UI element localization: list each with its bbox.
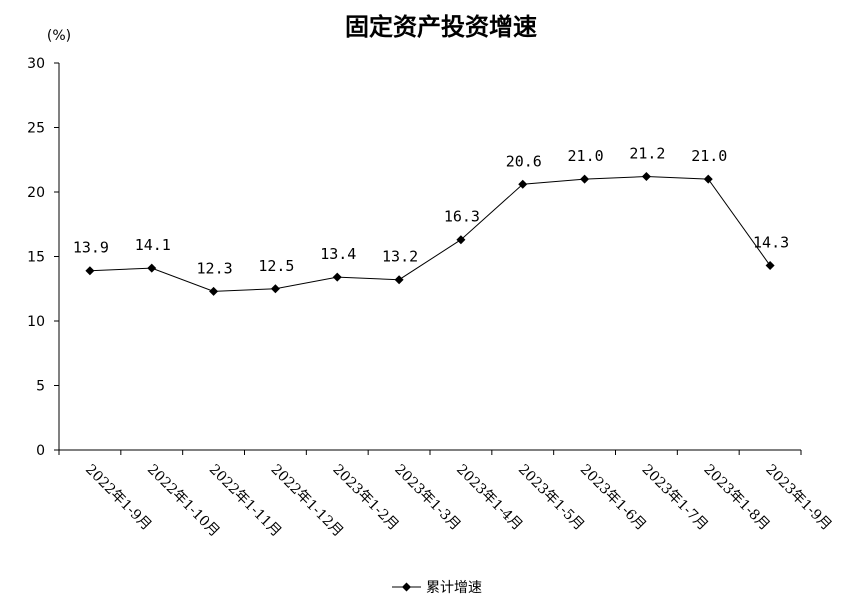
y-tick-label: 15 — [27, 250, 45, 266]
chart-title: 固定资产投资增速 — [345, 12, 537, 41]
y-tick-label: 25 — [27, 121, 45, 137]
data-label: 21.0 — [691, 147, 727, 165]
data-point — [703, 174, 713, 184]
data-label: 13.9 — [73, 239, 109, 257]
data-label: 21.0 — [568, 147, 604, 165]
data-label: 16.3 — [444, 208, 480, 226]
x-categories: 2022年1-9月2022年1-10月2022年1-11月2022年1-12月2… — [58, 450, 835, 540]
y-tick-label: 20 — [27, 185, 45, 201]
x-category-label: 2023年1-9月 — [762, 462, 834, 534]
data-point — [332, 272, 342, 282]
data-point — [147, 263, 157, 273]
series-group: 13.9 14.1 12.3 12.5 13.4 13.2 16.3 20.6 21.0 21.2… — [73, 145, 789, 296]
y-axis-unit: (%) — [47, 28, 71, 44]
data-label: 20.6 — [506, 152, 542, 170]
data-label: 12.5 — [258, 257, 294, 275]
y-tick-label: 0 — [36, 443, 45, 459]
data-point — [85, 266, 95, 276]
y-ticks: 0 5 10 15 20 25 30 — [27, 56, 59, 459]
data-label: 13.2 — [382, 248, 418, 266]
data-point — [270, 284, 280, 294]
data-point — [641, 172, 651, 182]
y-tick-label: 10 — [27, 314, 45, 330]
y-tick-label: 30 — [27, 56, 45, 72]
axes — [58, 63, 801, 451]
data-label: 14.3 — [753, 234, 789, 252]
data-label: 21.2 — [629, 145, 665, 163]
data-point — [765, 261, 775, 271]
series-line — [89, 176, 771, 292]
legend: 累计增速 — [392, 580, 482, 596]
data-label: 13.4 — [320, 245, 356, 263]
legend-label: 累计增速 — [426, 580, 482, 596]
y-tick-label: 5 — [36, 379, 45, 395]
legend-marker — [402, 582, 411, 592]
data-point — [580, 174, 590, 184]
data-point — [518, 179, 528, 189]
data-point — [209, 286, 219, 296]
data-point — [394, 275, 404, 285]
data-label: 14.1 — [135, 236, 171, 254]
data-label: 12.3 — [197, 259, 233, 277]
data-point — [456, 235, 466, 245]
